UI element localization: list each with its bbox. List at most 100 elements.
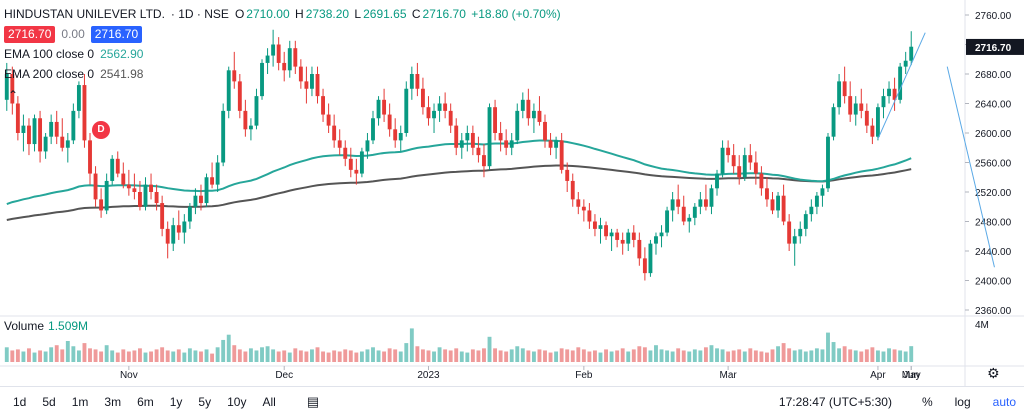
volume-bar bbox=[531, 351, 536, 362]
candle-body bbox=[598, 225, 603, 229]
candle-body bbox=[443, 103, 448, 111]
calendar-range-icon[interactable]: ▤ bbox=[306, 393, 320, 409]
volume-bar bbox=[354, 352, 359, 362]
volume-bar bbox=[498, 350, 503, 362]
volume-bar bbox=[365, 349, 370, 362]
candle-body bbox=[215, 162, 220, 185]
volume-bar bbox=[182, 352, 187, 362]
volume-bar bbox=[171, 351, 176, 362]
log-toggle[interactable]: log bbox=[954, 394, 971, 409]
volume-bar bbox=[121, 349, 126, 362]
volume-bar bbox=[787, 348, 792, 362]
auto-toggle[interactable]: auto bbox=[992, 394, 1016, 409]
ema200-line bbox=[6, 164, 912, 221]
candle-body bbox=[798, 228, 803, 237]
candle-body bbox=[326, 114, 331, 126]
volume-bar bbox=[814, 348, 819, 362]
candle-body bbox=[665, 210, 670, 233]
candle-body bbox=[293, 48, 298, 67]
timeframe-6m[interactable]: 6m bbox=[137, 394, 154, 409]
buy-button[interactable]: 2716.70 bbox=[90, 25, 143, 43]
volume-bar bbox=[642, 347, 647, 362]
candle-body bbox=[676, 199, 681, 207]
volume-bar bbox=[271, 349, 276, 362]
time-tick-label: Feb bbox=[575, 370, 593, 381]
volume-bar bbox=[4, 347, 9, 362]
volume-bar bbox=[692, 349, 697, 362]
volume-bar bbox=[243, 351, 248, 362]
volume-bar bbox=[376, 350, 381, 362]
clock-display[interactable]: 17:28:47 (UTC+5:30) bbox=[778, 394, 892, 409]
timeframe-5y[interactable]: 5y bbox=[198, 394, 212, 409]
candle-body bbox=[43, 136, 48, 152]
volume-bar bbox=[132, 350, 137, 362]
volume-bar bbox=[898, 350, 903, 362]
sell-button[interactable]: 2716.70 bbox=[4, 25, 56, 43]
ema200-legend[interactable]: EMA 200 close 0 2541.98 bbox=[4, 64, 563, 84]
candle-body bbox=[332, 125, 337, 141]
candle-body bbox=[698, 199, 703, 207]
volume-bar bbox=[54, 345, 59, 362]
candle-body bbox=[576, 199, 581, 207]
candle-body bbox=[831, 107, 836, 137]
volume-bar bbox=[287, 352, 292, 362]
ema100-legend[interactable]: EMA 100 close 0 2562.90 bbox=[4, 44, 563, 64]
candle-body bbox=[237, 81, 242, 111]
timeframe-1m[interactable]: 1m bbox=[71, 394, 89, 409]
candle-body bbox=[76, 85, 81, 111]
candle-body bbox=[881, 96, 886, 108]
time-tick-label: May bbox=[902, 370, 921, 381]
candle-body bbox=[526, 99, 531, 119]
volume-tick-label: 4M bbox=[975, 320, 989, 331]
volume-bar bbox=[853, 350, 858, 362]
time-tick-label: Dec bbox=[275, 370, 293, 381]
candle-body bbox=[703, 199, 708, 207]
timeframe-all[interactable]: All bbox=[262, 394, 276, 409]
candle-body bbox=[903, 60, 908, 67]
timeframe-1d[interactable]: 1d bbox=[13, 394, 27, 409]
candle-body bbox=[210, 177, 215, 185]
candle-body bbox=[826, 136, 830, 189]
candle-body bbox=[132, 188, 137, 192]
timeframe-3m[interactable]: 3m bbox=[104, 394, 122, 409]
candle-body bbox=[88, 140, 92, 174]
volume-bar bbox=[404, 343, 409, 362]
candle-body bbox=[165, 228, 170, 244]
volume-bar bbox=[60, 349, 65, 362]
volume-bar bbox=[10, 350, 15, 362]
candle-body bbox=[748, 155, 753, 163]
timeframe-5d[interactable]: 5d bbox=[42, 394, 56, 409]
candle-body bbox=[687, 217, 692, 222]
volume-bar bbox=[598, 352, 603, 362]
candle-body bbox=[154, 192, 159, 204]
volume-bar bbox=[15, 349, 20, 362]
candle-body bbox=[537, 110, 542, 122]
chevron-up-icon[interactable]: ⌃ bbox=[8, 88, 19, 102]
ema100-value: 2562.90 bbox=[100, 47, 144, 61]
volume-bar bbox=[143, 352, 148, 362]
volume-bar bbox=[348, 350, 353, 362]
volume-bar bbox=[742, 351, 747, 362]
volume-bar bbox=[731, 350, 736, 362]
timeframe-10y[interactable]: 10y bbox=[227, 394, 247, 409]
symbol-name[interactable]: HINDUSTAN UNILEVER LTD. bbox=[4, 7, 165, 21]
volume-legend[interactable]: Volume 1.509M bbox=[4, 319, 88, 333]
volume-bar bbox=[160, 347, 165, 362]
candle-body bbox=[193, 195, 198, 207]
volume-bar bbox=[615, 350, 620, 362]
candle-body bbox=[842, 81, 847, 97]
volume-bar bbox=[99, 351, 104, 362]
volume-bar bbox=[420, 349, 425, 362]
candle-body bbox=[65, 140, 70, 148]
candle-body bbox=[543, 121, 547, 141]
candle-body bbox=[604, 225, 608, 237]
toolbar-right: 17:28:47 (UTC+5:30) % log auto bbox=[779, 387, 1016, 416]
candle-body bbox=[720, 147, 725, 174]
dividend-marker[interactable]: D bbox=[92, 121, 110, 139]
timeframe-1y[interactable]: 1y bbox=[169, 394, 183, 409]
percent-toggle[interactable]: % bbox=[921, 394, 933, 409]
candle-body bbox=[864, 110, 869, 126]
candle-body bbox=[504, 140, 509, 148]
gear-icon[interactable]: ⚙ bbox=[987, 366, 1000, 382]
